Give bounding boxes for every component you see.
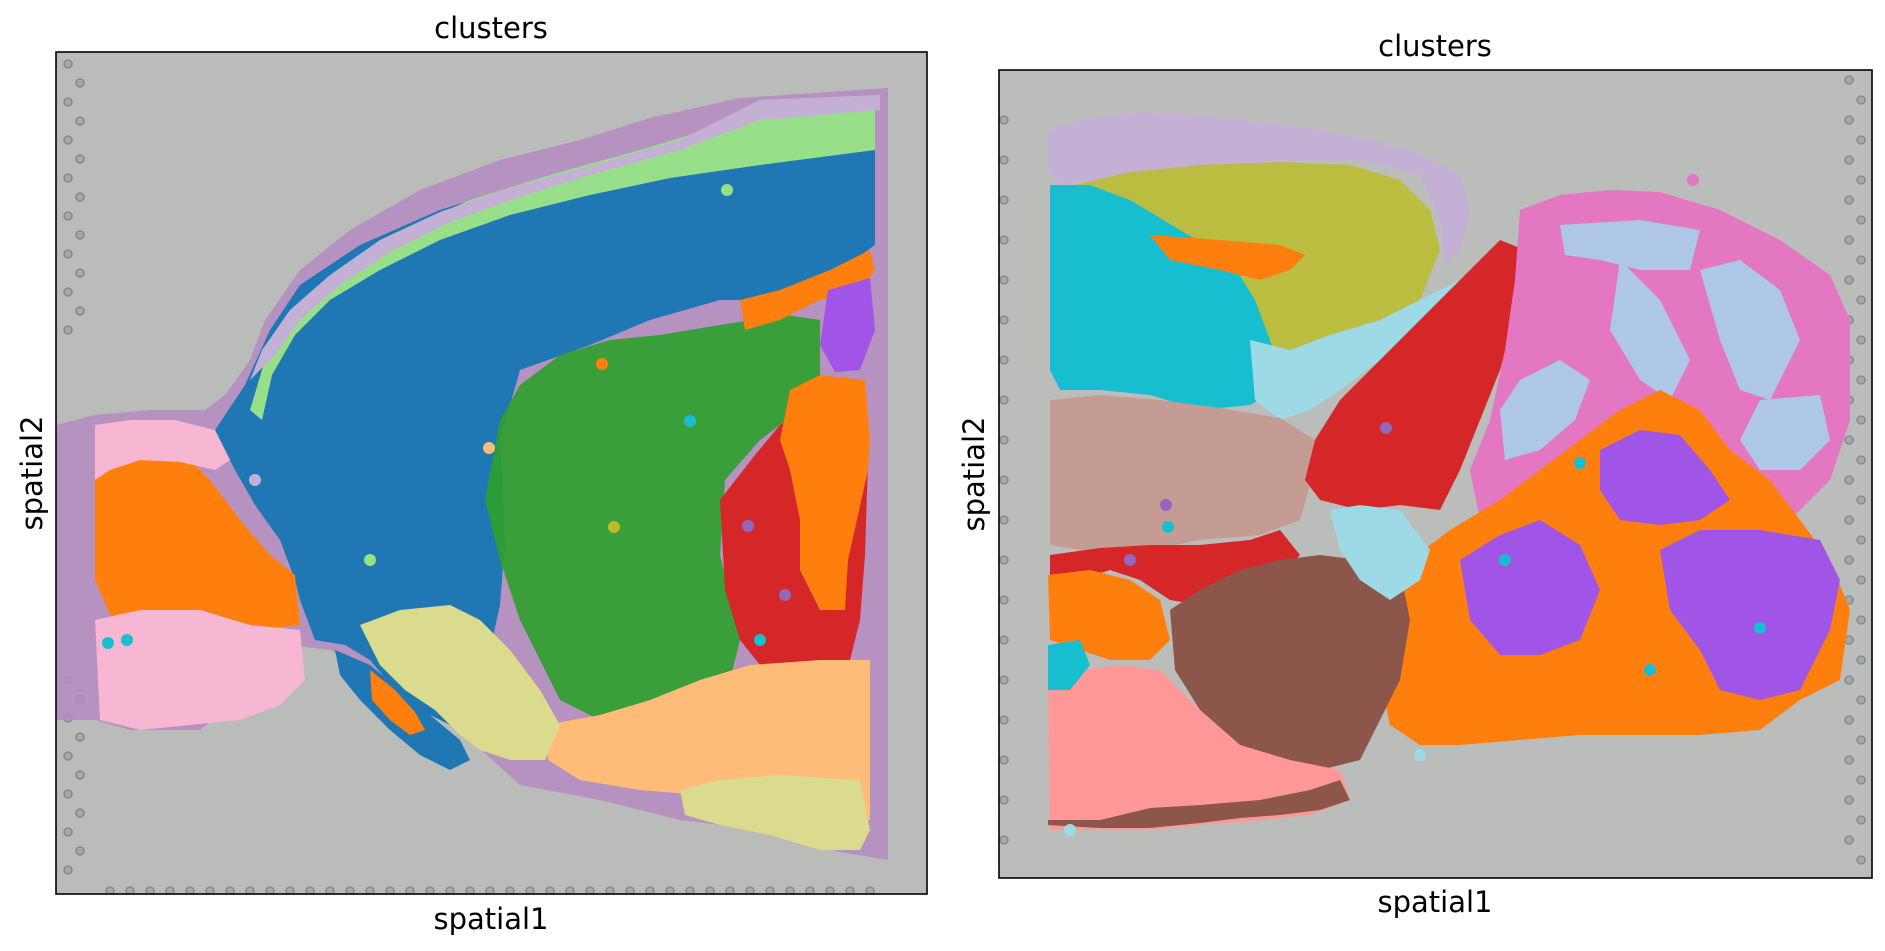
right-scatter-spots — [1064, 174, 1766, 836]
left-spots — [95, 95, 880, 850]
left-plot-area — [56, 52, 927, 894]
left-fiducials — [63, 59, 875, 894]
right-panel: clusters — [957, 29, 1873, 919]
right-ylabel: spatial2 — [957, 417, 991, 532]
left-xlabel: spatial1 — [434, 902, 549, 936]
left-ylabel: spatial2 — [15, 416, 49, 531]
left-panel: clusters — [15, 11, 928, 936]
right-plot-area — [999, 70, 1872, 878]
right-title: clusters — [1378, 29, 1492, 63]
right-xlabel: spatial1 — [1378, 885, 1493, 919]
left-scatter-spots — [102, 184, 791, 649]
left-title: clusters — [434, 11, 548, 45]
left-axes-frame — [55, 51, 928, 895]
right-axes-frame — [998, 69, 1873, 879]
right-spots — [1048, 112, 1850, 830]
